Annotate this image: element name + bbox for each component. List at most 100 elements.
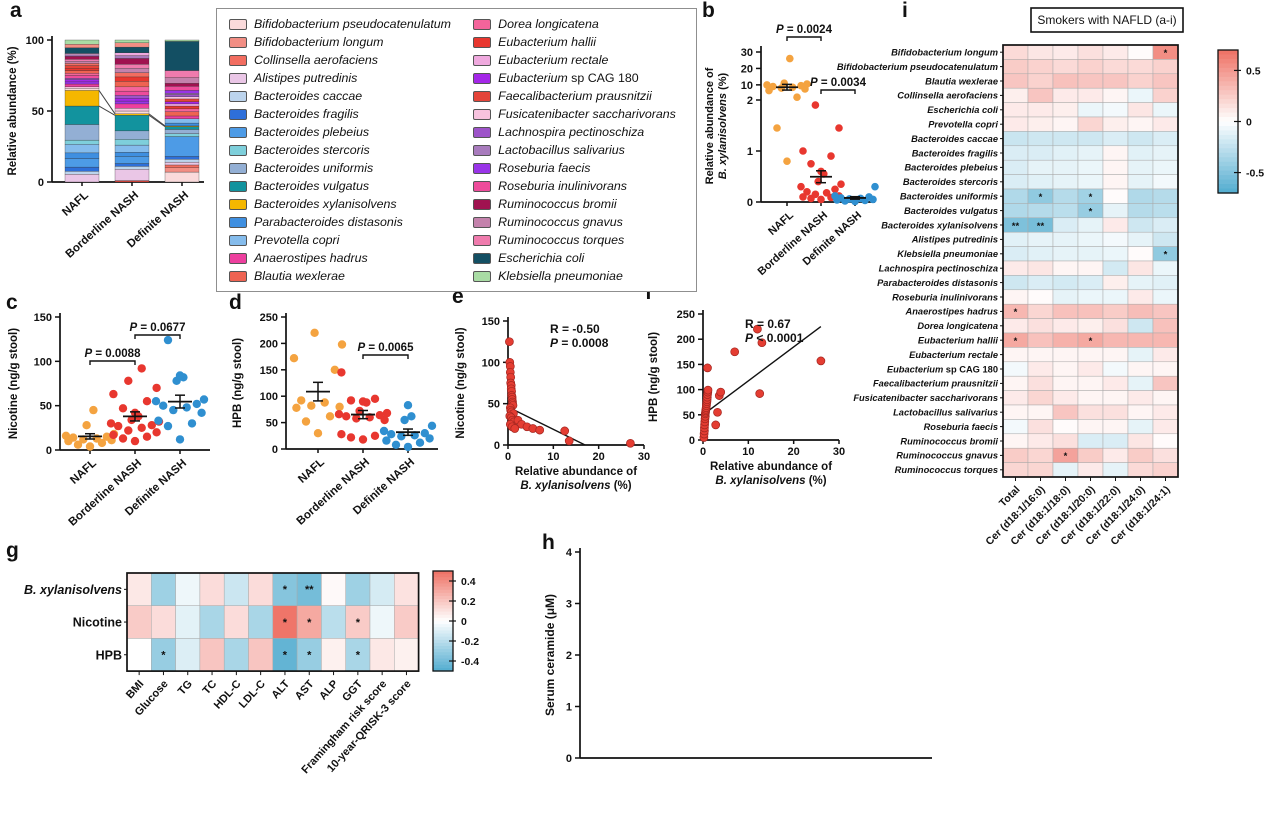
row-label: Collinsella aerofaciens [897,91,998,101]
heat-cell [151,605,176,639]
significance-star: * [356,617,361,629]
heat-cell [1052,188,1079,204]
legend-swatch [473,144,492,156]
colorbar-tick-label: 0.5 [1246,65,1261,77]
bar-segment [114,156,150,164]
data-point [337,430,346,439]
bar-segment [64,59,100,62]
heat-cell [1052,419,1079,435]
heat-cell [1152,231,1179,247]
panel-c-chart: Nicotine (ng/g stool) 0 50 100 150 P = 0.0088… [8,312,210,529]
colorbar-step [1218,58,1238,65]
heat-cell [394,572,419,606]
heat-cell [1102,347,1129,363]
data-point [137,364,146,373]
bar-segment [164,90,200,94]
heat-cell [1102,116,1129,132]
colorbar-step [1218,130,1238,136]
legend-item: Roseburia inulinivorans [473,177,688,195]
data-point [118,434,128,443]
data-point [152,428,161,437]
data-point [289,354,299,363]
y-tick-label: 50 [683,410,695,422]
data-point [163,335,173,345]
heat-cell [1102,419,1129,435]
heat-cell [1152,447,1179,463]
data-point [763,81,771,89]
heat-cell [1077,462,1104,478]
colorbar-tick-label: -0.2 [461,636,479,648]
heat-cell [1052,174,1079,190]
row-label: Dorea longicatena [917,321,998,331]
panel-a-chart: Relative abundance (%)050100NAFLBorderli… [7,35,204,261]
legend-item: Anaerostipes hadrus [229,249,463,267]
bar-segment [64,152,100,159]
bar-segment [164,167,200,173]
heat-cell [1002,159,1029,175]
heat-cell [1127,404,1154,420]
connector-line [98,105,116,116]
colorbar-step [433,608,453,613]
bar-segment [164,171,200,183]
bar-segment [164,101,200,105]
row-label: Bifidobacterium pseudocatenulatum [837,62,998,72]
data-point [703,385,713,395]
label: 20 [741,63,753,75]
bar-segment [164,133,200,137]
colorbar-step [1218,90,1238,96]
data-point [342,412,351,421]
row-label: Nicotine [73,616,122,630]
colorbar-step [433,627,453,631]
data-point [427,421,437,430]
x-tick-label: 0 [700,446,706,458]
data-point [403,401,413,410]
legend-item: Bacteroides stercoris [229,141,463,159]
row-label: Fusicatenibacter saccharivorans [853,393,998,403]
legend-species-name: Eubacterium sp CAG 180 [498,71,639,85]
panel-f-chart: HPB (ng/g stool) 0 50 100 150 200 250 0 10 20 30 R … [648,309,845,487]
legend-item: Bacteroides plebeius [229,123,463,141]
heat-cell [1077,419,1104,435]
heat-cell [1077,404,1104,420]
heat-cell [1002,231,1029,247]
x-category-label: Definite NASH [801,209,864,268]
y-axis-label: Nicotine (ng/g stool) [455,327,467,438]
colorbar-tick-label: 0.4 [461,576,476,588]
row-label: Bifidobacterium longum [891,48,998,58]
colorbar-step [433,586,453,591]
heat-cell [1102,361,1129,377]
legend-item: Prevotella copri [229,231,463,249]
row-label: Escherichia coli [927,105,998,115]
heat-cell [272,638,298,672]
bar-segment [114,63,150,69]
col-label: LDL-C [237,678,268,711]
heat-cell [1152,390,1179,406]
heat-cell [1077,318,1104,334]
data-point [151,397,161,406]
significance-star: * [161,650,166,662]
legend-item: Bacteroides uniformis [229,159,463,177]
heat-cell [1052,145,1079,161]
legend-species-name: Parabacteroides distasonis [254,215,403,229]
bar-segment [114,180,150,183]
heat-cell [1002,375,1029,391]
heat-cell [1002,174,1029,190]
heat-cell [126,605,152,639]
bar-segment [114,110,150,114]
bar-segment [114,68,150,73]
data-point [73,440,83,449]
heat-cell [1077,217,1104,233]
legend-item: Eubacterium rectale [473,51,688,69]
heat-cell [1052,347,1079,363]
bar-segment [64,56,100,60]
data-point [124,376,133,385]
bar-segment [64,79,100,83]
heat-cell [1152,217,1179,233]
heat-cell [1002,59,1029,75]
data-point [292,403,301,412]
data-point [755,389,765,398]
data-point [310,328,319,337]
data-point [713,407,722,417]
heat-cell [1052,375,1079,391]
data-point [197,408,206,417]
